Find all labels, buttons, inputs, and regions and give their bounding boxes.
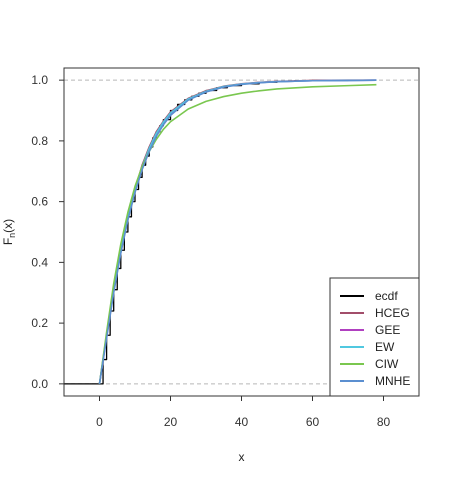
y-tick-label: 0.6 bbox=[31, 195, 48, 209]
legend-label: GEE bbox=[375, 323, 400, 337]
x-tick-label: 40 bbox=[235, 415, 249, 429]
y-axis-title-argument: (x) bbox=[1, 219, 15, 233]
legend-label: ecdf bbox=[375, 289, 398, 303]
series-line-ciw bbox=[98, 83, 377, 384]
x-axis-title: x bbox=[239, 450, 245, 464]
series-layer bbox=[64, 79, 377, 385]
y-axis-title: Fn(x) bbox=[1, 219, 17, 245]
y-axis: 0.0 0.2 0.4 0.6 0.8 1.0 bbox=[31, 73, 64, 391]
x-axis: 0 20 40 60 80 bbox=[96, 396, 390, 429]
legend-label: MNHE bbox=[375, 374, 410, 388]
y-tick-label: 0.0 bbox=[31, 377, 48, 391]
y-axis-title-main: F bbox=[1, 238, 15, 245]
y-tick-label: 0.8 bbox=[31, 134, 48, 148]
x-tick-label: 80 bbox=[377, 415, 391, 429]
legend-label: HCEG bbox=[375, 306, 410, 320]
x-tick-label: 20 bbox=[164, 415, 178, 429]
y-tick-label: 0.4 bbox=[31, 255, 48, 269]
x-tick-label: 60 bbox=[306, 415, 320, 429]
x-tick-label: 0 bbox=[96, 415, 103, 429]
legend-box bbox=[329, 277, 420, 397]
y-axis-title-subscript: n bbox=[7, 233, 17, 238]
y-tick-label: 1.0 bbox=[31, 73, 48, 87]
legend-label: CIW bbox=[375, 357, 399, 371]
legend: ecdf HCEG GEE EW CIW MNHE bbox=[329, 277, 420, 397]
y-tick-label: 0.2 bbox=[31, 316, 48, 330]
series-line-mnhe bbox=[98, 79, 377, 384]
legend-label: EW bbox=[375, 340, 395, 354]
